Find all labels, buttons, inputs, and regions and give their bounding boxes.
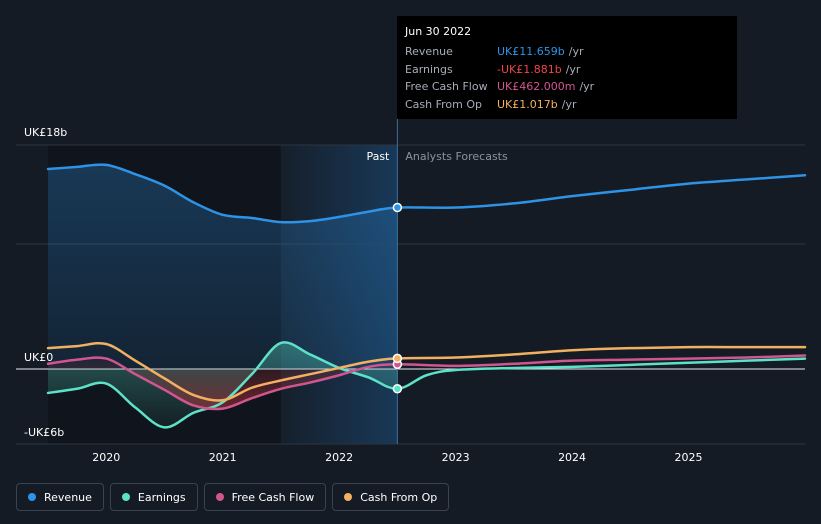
earnings-point xyxy=(392,384,403,394)
past-label: Past xyxy=(366,150,390,163)
x-tick-label: 2025 xyxy=(675,451,703,464)
tooltip-row-revenue: Revenue UK£11.659b /yr xyxy=(405,43,729,61)
legend-item-revenue[interactable]: Revenue xyxy=(16,483,104,511)
tooltip-unit: /yr xyxy=(568,45,584,59)
tooltip-label: Cash From Op xyxy=(405,97,483,111)
free-cash-flow-area xyxy=(48,357,398,410)
chart-grid xyxy=(16,118,805,445)
legend-label: Revenue xyxy=(44,490,92,504)
tooltip-row-cash-from-op: Cash From Op UK£1.017b /yr xyxy=(405,96,729,114)
cash-from-op-point xyxy=(392,353,403,364)
forecast-label: Analysts Forecasts xyxy=(405,150,508,163)
chart-highlight-points xyxy=(392,202,403,394)
legend-label: Cash From Op xyxy=(360,490,438,504)
x-tick-label: 2022 xyxy=(325,451,353,464)
tooltip-date: Jun 30 2022 xyxy=(405,25,472,38)
tooltip-value: UK£462.000m xyxy=(497,80,576,94)
tooltip-label: Revenue xyxy=(405,45,453,59)
y-tick-label: UK£0 xyxy=(24,351,53,364)
tooltip-value: -UK£1.881b xyxy=(497,62,562,76)
y-tick-label: UK£18b xyxy=(24,126,67,139)
revenue-area xyxy=(48,164,398,369)
tooltip-value: UK£11.659b xyxy=(497,45,565,59)
cash-from-op-line xyxy=(46,341,807,402)
tooltip-row-earnings: Earnings -UK£1.881b /yr xyxy=(405,61,729,79)
x-tick-label: 2020 xyxy=(92,451,120,464)
tooltip-value: UK£1.017b xyxy=(497,97,558,111)
tooltip-label: Free Cash Flow xyxy=(405,80,488,94)
chart-lines xyxy=(46,163,807,429)
legend-item-earnings[interactable]: Earnings xyxy=(109,483,198,511)
free-cash-flow-line xyxy=(46,354,807,411)
chart-legend: Revenue Earnings Free Cash Flow Cash Fro… xyxy=(16,483,450,511)
x-tick-label: 2023 xyxy=(442,451,470,464)
tooltip-row-free-cash-flow: Free Cash Flow UK£462.000m /yr xyxy=(405,78,729,96)
revenue-dot-icon xyxy=(28,493,36,501)
tooltip-unit: /yr xyxy=(565,62,581,76)
legend-item-free-cash-flow[interactable]: Free Cash Flow xyxy=(203,483,327,511)
tooltip-label: Earnings xyxy=(405,62,453,76)
x-tick-label: 2024 xyxy=(558,451,586,464)
revenue-line xyxy=(46,163,807,224)
earnings-dot-icon xyxy=(121,493,130,501)
revenue-point xyxy=(392,202,403,213)
free-cash-flow-dot-icon xyxy=(215,493,224,501)
tooltip-unit: /yr xyxy=(561,97,577,111)
chart-labels: UK£18b UK£0 -UK£6b 2020 2021 2022 2023 2024 2025… xyxy=(24,126,703,464)
cash-from-op-dot-icon xyxy=(344,493,353,501)
legend-label: Free Cash Flow xyxy=(231,490,315,504)
legend-item-cash-from-op[interactable]: Cash From Op xyxy=(332,483,450,511)
x-tick-label: 2021 xyxy=(209,451,237,464)
data-tooltip: Jun 30 2022 Revenue UK£11.659b /yr Earni… xyxy=(397,16,737,119)
y-tick-label: -UK£6b xyxy=(24,426,64,439)
legend-label: Earnings xyxy=(137,490,186,504)
tooltip-unit: /yr xyxy=(579,80,595,94)
